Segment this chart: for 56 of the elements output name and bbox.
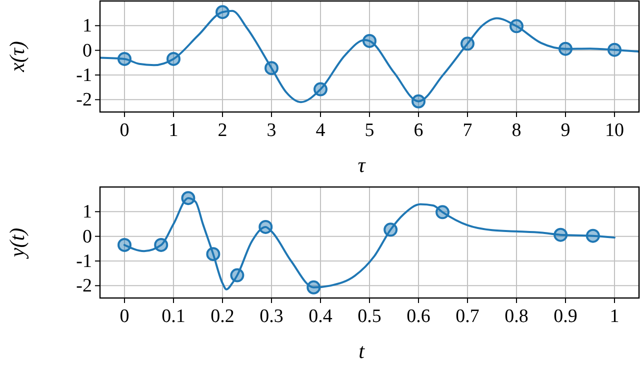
- point: [586, 228, 600, 243]
- point: [264, 61, 278, 76]
- point: [608, 42, 622, 57]
- x-tick-label: 6: [414, 120, 424, 141]
- y-tick-label: -2: [76, 276, 92, 297]
- x-tick-label: 1: [610, 306, 620, 327]
- point: [314, 82, 328, 96]
- point: [154, 238, 168, 252]
- x-tick-label: 0.1: [162, 306, 186, 327]
- point: [554, 228, 568, 242]
- point: [216, 5, 230, 20]
- x-tick-label: 0: [120, 306, 130, 327]
- x-axis-title: t: [358, 339, 366, 363]
- x-tick-label: 0.9: [554, 306, 578, 327]
- x-tick-label: 0.2: [210, 306, 234, 327]
- x-tick-label: 0.6: [406, 306, 430, 327]
- x-tick-label: 2: [218, 120, 228, 141]
- point: [384, 222, 398, 237]
- point: [306, 280, 321, 294]
- point: [558, 42, 572, 56]
- x-tick-label: 10: [605, 120, 624, 141]
- point: [510, 19, 524, 34]
- x-tick-label: 0: [120, 120, 130, 141]
- point: [181, 191, 196, 206]
- x-tick-label: 0.8: [504, 306, 528, 327]
- y-tick-label: 1: [82, 16, 92, 37]
- x-tick-label: 5: [364, 120, 374, 141]
- x-tick-label: 0.3: [260, 306, 284, 327]
- y-tick-label: 0: [82, 40, 92, 62]
- x-tick-label: 9: [560, 120, 570, 141]
- x-tick-label: 7: [462, 120, 472, 141]
- x-tick-label: 1: [168, 120, 178, 141]
- point: [412, 94, 426, 108]
- y-tick-label: -1: [76, 65, 92, 86]
- y-tick-label: 0: [82, 226, 92, 248]
- y-tick-label: -2: [76, 90, 92, 111]
- point: [166, 52, 180, 66]
- y-tick-label: -1: [76, 251, 92, 272]
- x-tick-label: 4: [316, 120, 326, 141]
- x-tick-label: 0.5: [358, 306, 382, 327]
- x-axis-title: τ: [358, 153, 367, 177]
- x-tick-label: 3: [266, 120, 276, 141]
- y-tick-label: 1: [82, 202, 92, 223]
- point: [118, 52, 132, 66]
- point: [206, 247, 220, 262]
- point: [258, 220, 273, 234]
- point: [436, 205, 450, 220]
- point: [362, 34, 376, 48]
- y-axis-title: x(τ): [5, 41, 29, 73]
- x-tick-label: 0.4: [308, 306, 333, 327]
- x-tick-label: 0.7: [456, 306, 480, 327]
- point: [118, 238, 132, 252]
- point: [230, 268, 244, 282]
- x-tick-label: 8: [512, 120, 522, 141]
- point: [460, 36, 474, 51]
- y-axis-title: y(t): [5, 228, 29, 260]
